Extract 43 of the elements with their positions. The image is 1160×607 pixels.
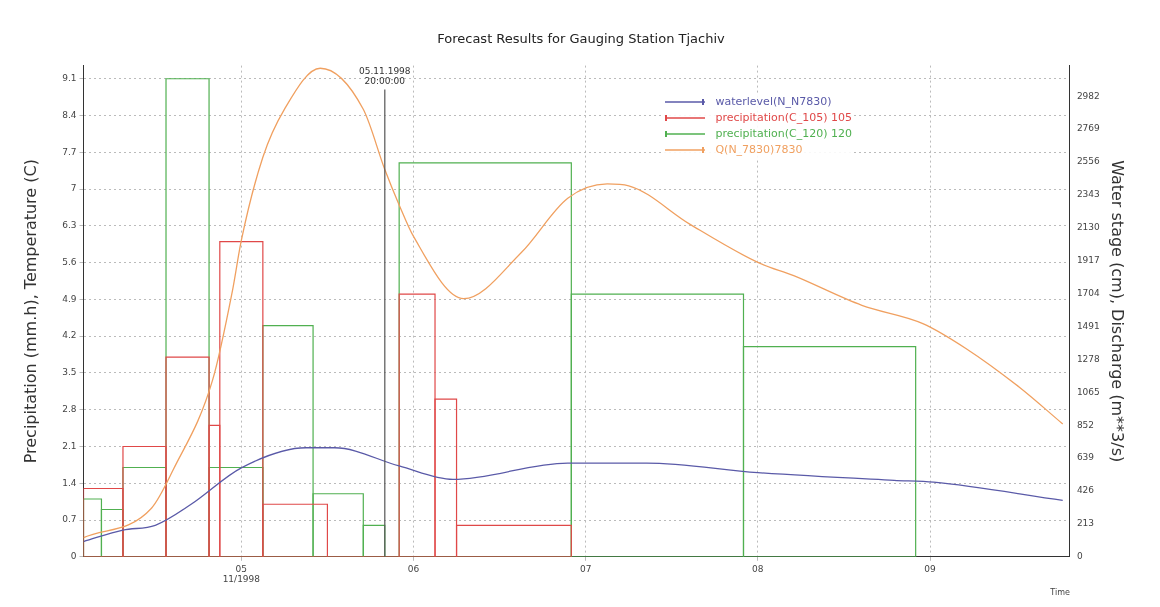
y-tick-label: 3.5 [62,367,77,378]
x-tick-label: 08 [752,563,764,574]
legend-label: precipitation(C_120) 120 [715,126,852,142]
y-tick-label: 9.1 [62,73,77,84]
y2-tick-label: 639 [1076,452,1095,463]
y-tick-label: 0.7 [62,514,77,525]
legend-label: Q(N_7830)7830 [715,142,803,158]
x-axis-title: Time [1049,588,1070,598]
y-tick-label: 6.3 [62,220,77,231]
legend-label: precipitation(C_105) 105 [715,110,852,126]
y-tick-label: 7.7 [62,146,77,157]
y-axis-title: Precipitation (mm.h), Temperature (C) [20,159,40,464]
y2-tick-label: 2769 [1076,123,1101,134]
ref-line-label: 05.11.1998 20:00:00 [359,66,411,87]
y2-tick-label: 2556 [1076,156,1101,167]
y-tick-label: 2.1 [62,440,77,451]
x-tick-label: 05 11/1998 [222,563,261,585]
y2-axis-title: Water stage (cm), Discharge (m**3/s) [1108,160,1128,463]
y2-tick-label: 213 [1076,518,1095,529]
y2-tick-label: 1704 [1076,287,1101,298]
y2-tick-label: 1278 [1076,353,1101,364]
y2-tick-label: 426 [1076,485,1095,496]
y-tick-label: 4.9 [62,293,77,304]
y2-tick-label: 1917 [1076,255,1100,266]
chart-title: Forecast Results for Gauging Station Tjachiv [437,31,726,47]
y2-tick-label: 852 [1076,419,1095,430]
y2-tick-label: 1065 [1076,386,1100,397]
y2-tick-label: 0 [1076,551,1083,562]
x-tick-label: 07 [579,563,592,574]
y-tick-label: 8.4 [62,109,77,120]
y-tick-label: 7 [70,183,77,194]
y2-tick-label: 2130 [1076,222,1101,233]
x-tick-label: 06 [407,563,420,574]
y-tick-label: 1.4 [62,477,77,488]
y2-tick-label: 2982 [1076,90,1100,101]
y-tick-label: 2.8 [62,404,77,415]
y-tick-label: 5.6 [62,256,77,267]
x-tick-label: 09 [924,563,937,574]
legend-label: waterlevel(N_N7830) [715,94,832,110]
y-tick-label: 4.2 [62,330,77,341]
y-tick-label: 0 [70,551,77,562]
y2-tick-label: 1491 [1076,320,1100,331]
y2-tick-label: 2343 [1076,189,1100,200]
